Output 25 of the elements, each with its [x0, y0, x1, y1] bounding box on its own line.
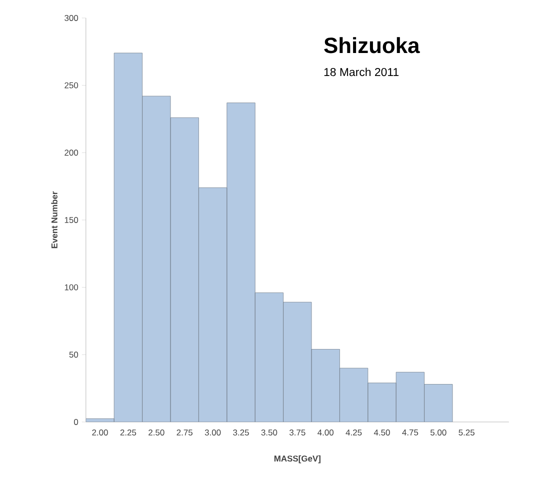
x-tick-label: 4.25 — [346, 430, 362, 436]
y-tick-label: 150 — [64, 216, 78, 223]
y-tick-label: 300 — [64, 14, 78, 21]
text: 18 March 2011 — [324, 68, 399, 76]
x-axis-title: MASS[GeV] — [274, 455, 320, 464]
x-tick-label: 3.00 — [204, 430, 221, 436]
y-tick-label: 50 — [69, 352, 78, 358]
x-tick-label: 3.25 — [233, 430, 249, 436]
x-tick-label: 5.25 — [458, 430, 474, 436]
y-tick-label: 200 — [64, 150, 78, 156]
y-tick-label: 250 — [64, 82, 78, 88]
x-tick-label: 2.25 — [120, 430, 136, 436]
x-tick-label: 3.50 — [261, 430, 278, 436]
x-tick-label: 4.50 — [374, 430, 390, 436]
x-tick-label: 4.00 — [318, 430, 334, 436]
x-tick-label: 4.75 — [402, 430, 418, 436]
x-tick-label: 3.75 — [289, 430, 306, 436]
y-tick-label: 0 — [74, 418, 78, 425]
x-tick-label: 2.75 — [176, 430, 192, 436]
x-tick-label: 2.00 — [92, 430, 108, 436]
y-tick-label: 100 — [64, 284, 78, 290]
text: Shizuoka — [324, 37, 420, 54]
y-axis-title: Event Number — [51, 191, 58, 248]
x-tick-label: 2.50 — [148, 430, 164, 436]
x-tick-label: 5.00 — [430, 430, 446, 436]
